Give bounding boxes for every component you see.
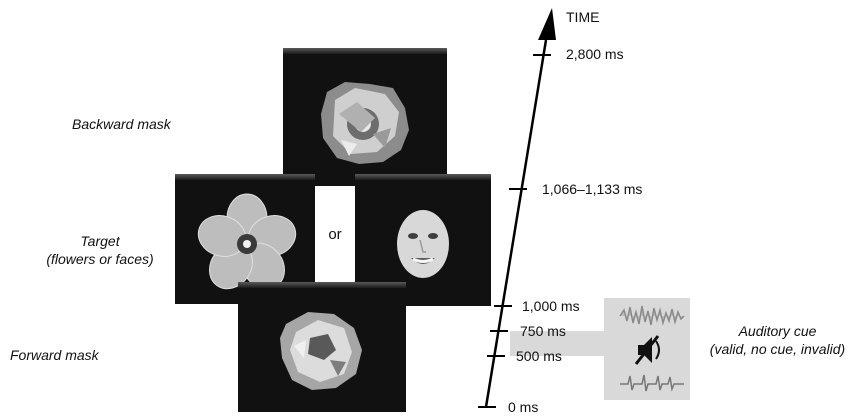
face-image <box>397 210 449 278</box>
backward-mask-panel <box>283 48 447 188</box>
or-separator: or <box>315 186 355 282</box>
auditory-cue-label: Auditory cue (valid, no cue, invalid) <box>690 322 865 358</box>
tick-label-1000ms: 1,000 ms <box>522 298 580 314</box>
target-label: Target (flowers or faces) <box>20 232 180 268</box>
mute-speaker-icon <box>634 335 660 365</box>
waveform-icon <box>619 305 685 326</box>
auditory-callout-shape <box>510 298 690 400</box>
backward-mask-label: Backward mask <box>72 116 171 132</box>
target-label-line2: (flowers or faces) <box>46 251 154 267</box>
tick-label-2800ms: 2,800 ms <box>566 46 624 62</box>
tick-label-0ms: 0 ms <box>508 399 539 415</box>
forward-mask-image <box>280 312 362 390</box>
tick-label-1066ms: 1,066–1,133 ms <box>542 181 643 197</box>
forward-mask-panel <box>238 282 406 412</box>
forward-mask-label: Forward mask <box>10 347 99 363</box>
auditory-cue-line2: (valid, no cue, invalid) <box>709 341 846 357</box>
flower-image <box>197 193 297 290</box>
target-label-line1: Target <box>80 233 120 249</box>
time-axis-arrowhead <box>538 8 556 40</box>
tick-label-500ms: 500 ms <box>516 348 562 364</box>
time-axis-label: TIME <box>566 9 600 25</box>
time-axis-line <box>484 39 548 408</box>
waveform-icon <box>620 374 684 392</box>
tick-label-750ms: 750 ms <box>520 323 566 339</box>
auditory-cue-line1: Auditory cue <box>738 323 817 339</box>
or-text: or <box>328 225 342 243</box>
backward-mask-image <box>321 82 409 164</box>
